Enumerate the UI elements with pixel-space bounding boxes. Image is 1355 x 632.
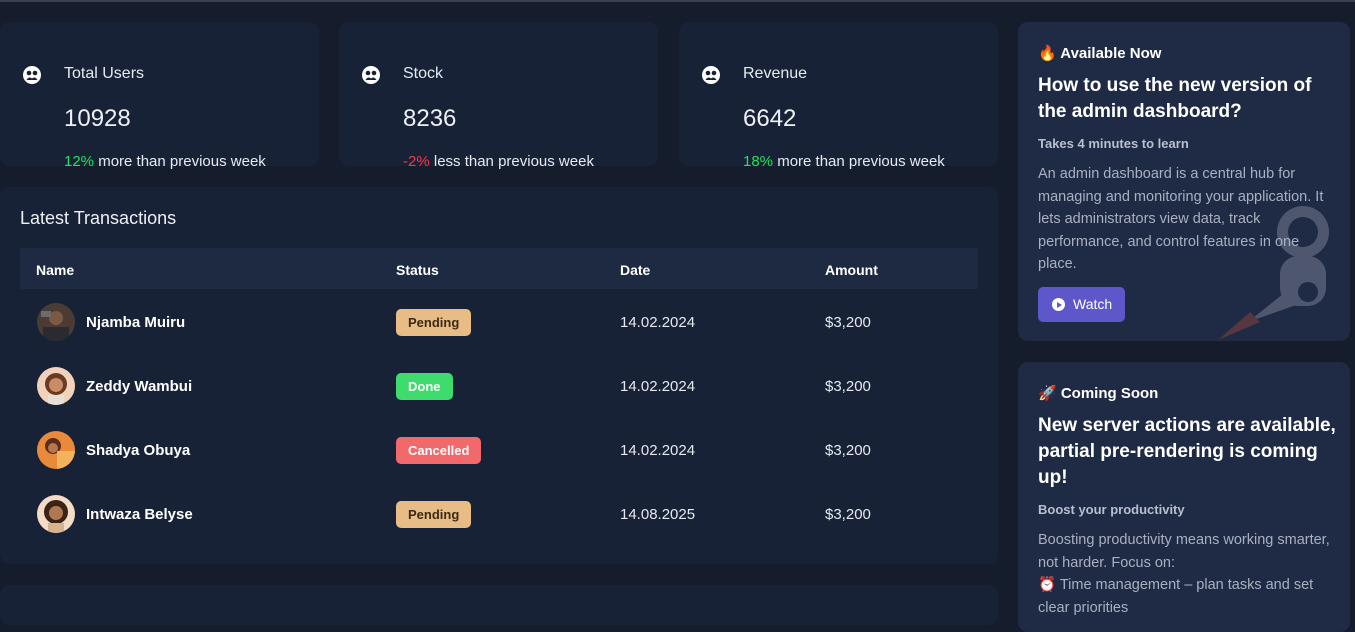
users-group-icon xyxy=(362,66,380,84)
customer-name: Zeddy Wambui xyxy=(86,378,193,395)
stat-change: 18% xyxy=(743,153,774,170)
transaction-date: 14.08.2025 xyxy=(620,506,696,523)
coming-soon-card: 🚀 Coming Soon New server actions are ava… xyxy=(1018,362,1350,632)
users-group-icon xyxy=(23,66,41,84)
stat-change: 12% xyxy=(64,153,95,170)
avatar xyxy=(37,367,75,405)
table-row[interactable]: Njamba Muiru Pending 14.02.2024 $3,200 xyxy=(20,290,978,354)
stat-change: -2% xyxy=(403,153,430,170)
column-header-name: Name xyxy=(36,262,75,278)
table-row[interactable]: Shadya Obuya Cancelled 14.02.2024 $3,200 xyxy=(20,418,978,482)
stat-value: 8236 xyxy=(403,105,457,132)
card-heading: 🚀 Coming Soon xyxy=(1038,385,1159,402)
stat-card-stock: Stock 8236 -2% less than previous week xyxy=(339,22,658,170)
stat-detail: 18% more than previous week xyxy=(743,153,945,170)
stat-label: Total Users xyxy=(64,65,145,82)
stat-card-total-users: Total Users 10928 12% more than previous… xyxy=(0,22,319,170)
stat-detail: 12% more than previous week xyxy=(64,153,266,170)
transaction-date: 14.02.2024 xyxy=(620,378,696,395)
available-now-card: 🔥 Available Now How to use the new versi… xyxy=(1018,22,1350,341)
avatar xyxy=(37,495,75,533)
card-bullet: ⏰ Time management – plan tasks and set c… xyxy=(1038,577,1314,616)
card-description: An admin dashboard is a central hub for … xyxy=(1038,166,1324,272)
transactions-title: Latest Transactions xyxy=(20,208,177,228)
stat-change-text: less than previous week xyxy=(433,153,594,170)
stat-detail: -2% less than previous week xyxy=(403,153,594,170)
watch-button-label: Watch xyxy=(1073,296,1113,312)
customer-name: Shadya Obuya xyxy=(86,442,191,459)
play-icon xyxy=(1052,298,1065,311)
transaction-amount: $3,200 xyxy=(825,378,871,395)
status-badge: Cancelled xyxy=(396,437,482,464)
users-group-icon xyxy=(702,66,720,84)
column-header-status: Status xyxy=(396,262,439,278)
stat-value: 6642 xyxy=(743,105,797,132)
column-header-amount: Amount xyxy=(825,262,878,278)
column-header-date: Date xyxy=(620,262,651,278)
top-border xyxy=(0,0,1355,2)
card-description: Boosting productivity means working smar… xyxy=(1038,532,1330,571)
stat-label: Stock xyxy=(403,65,444,82)
status-badge: Pending xyxy=(396,309,472,336)
customer-name: Intwaza Belyse xyxy=(86,506,193,523)
transaction-date: 14.02.2024 xyxy=(620,442,696,459)
card-title: New server actions are available, partia… xyxy=(1038,415,1336,488)
customer-name: Njamba Muiru xyxy=(86,314,186,331)
avatar xyxy=(37,431,75,469)
stat-card-revenue: Revenue 6642 18% more than previous week xyxy=(679,22,998,170)
watch-button[interactable]: Watch xyxy=(1038,287,1125,322)
card-title: How to use the new version of the admin … xyxy=(1038,75,1312,122)
stat-value: 10928 xyxy=(64,105,131,132)
table-header xyxy=(20,248,978,289)
card-subtitle: Takes 4 minutes to learn xyxy=(1038,136,1189,151)
stat-label: Revenue xyxy=(743,65,808,82)
avatar xyxy=(37,303,75,341)
status-badge: Done xyxy=(396,373,453,400)
transaction-amount: $3,200 xyxy=(825,314,871,331)
card-heading: 🔥 Available Now xyxy=(1038,45,1162,62)
transaction-amount: $3,200 xyxy=(825,506,871,523)
stat-change-text: more than previous week xyxy=(777,153,945,170)
bottom-card xyxy=(0,585,998,625)
transaction-date: 14.02.2024 xyxy=(620,314,696,331)
card-subtitle: Boost your productivity xyxy=(1038,502,1185,517)
transaction-amount: $3,200 xyxy=(825,442,871,459)
stat-change-text: more than previous week xyxy=(98,153,266,170)
table-row[interactable]: Intwaza Belyse Pending 14.08.2025 $3,200 xyxy=(20,482,978,546)
astronaut-illustration-icon xyxy=(1218,206,1329,340)
table-row[interactable]: Zeddy Wambui Done 14.02.2024 $3,200 xyxy=(20,354,978,418)
status-badge: Pending xyxy=(396,501,472,528)
